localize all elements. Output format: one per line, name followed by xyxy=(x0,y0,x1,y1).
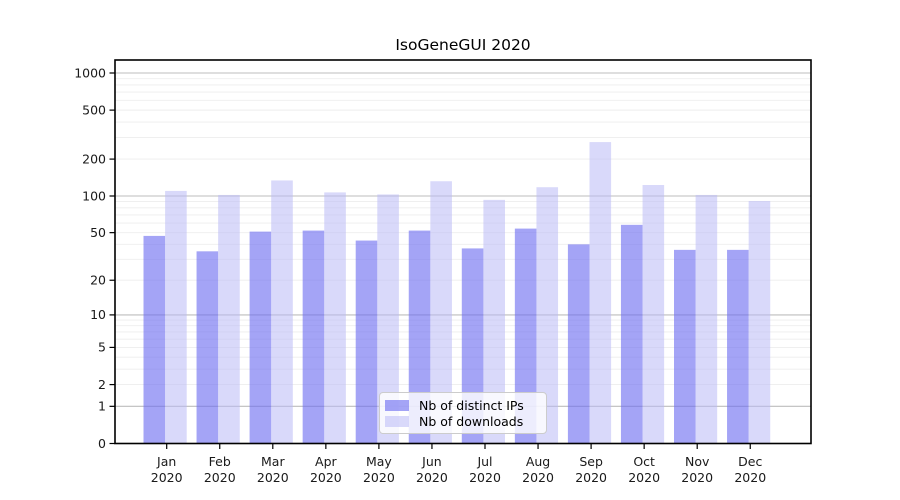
legend-item-distinct-ips: Nb of distinct IPs xyxy=(385,397,540,413)
x-tick-label-month: Jul xyxy=(476,454,492,469)
legend-swatch-downloads xyxy=(385,415,409,427)
y-tick-label: 500 xyxy=(82,102,106,117)
x-tick-label-month: Nov xyxy=(685,454,710,469)
x-tick-label-year: 2020 xyxy=(416,470,448,485)
bar-ips-jun xyxy=(408,230,431,444)
x-tick-label-month: Apr xyxy=(315,454,337,469)
y-tick-label: 50 xyxy=(90,225,106,240)
bar-downloads-mar xyxy=(271,180,293,444)
legend-swatch-distinct-ips xyxy=(385,399,409,411)
x-tick-label-year: 2020 xyxy=(522,470,554,485)
chart-legend: Nb of distinct IPs Nb of downloads xyxy=(379,392,547,434)
x-tick-label-month: Sep xyxy=(579,454,603,469)
y-tick-label: 100 xyxy=(82,188,106,203)
bar-downloads-nov xyxy=(695,194,718,444)
bar-ips-oct xyxy=(620,224,643,444)
x-tick-label-year: 2020 xyxy=(257,470,289,485)
bar-downloads-jun xyxy=(430,181,452,444)
bar-ips-apr xyxy=(302,230,325,444)
x-tick-label-year: 2020 xyxy=(151,470,183,485)
bar-downloads-feb xyxy=(218,194,240,444)
chart-title: IsoGeneGUI 2020 xyxy=(395,36,531,54)
bar-ips-mar xyxy=(249,231,272,444)
x-tick-label-month: Jun xyxy=(421,454,442,469)
bar-ips-aug xyxy=(514,228,537,444)
y-tick-label: 10 xyxy=(90,307,106,322)
y-tick-label: 1 xyxy=(98,399,106,414)
bar-downloads-apr xyxy=(324,192,346,444)
y-tick-label: 1000 xyxy=(74,65,106,80)
x-tick-label-year: 2020 xyxy=(363,470,395,485)
x-tick-label-year: 2020 xyxy=(575,470,607,485)
legend-label-downloads: Nb of downloads xyxy=(419,413,524,429)
bar-downloads-jul xyxy=(483,199,505,444)
bar-ips-may xyxy=(355,240,378,444)
x-tick-label-month: Feb xyxy=(209,454,231,469)
plot-spines xyxy=(114,59,812,445)
y-tick-label: 2 xyxy=(98,377,106,392)
x-tick-label-month: May xyxy=(366,454,392,469)
bar-downloads-aug xyxy=(536,187,559,444)
x-tick-label-month: Oct xyxy=(633,454,655,469)
x-tick-label-month: Mar xyxy=(261,454,285,469)
x-tick-label-year: 2020 xyxy=(734,470,766,485)
x-tick-label-year: 2020 xyxy=(204,470,236,485)
x-tick-label-month: Aug xyxy=(526,454,550,469)
bar-ips-sep xyxy=(567,244,590,444)
bar-downloads-oct xyxy=(642,184,665,444)
bar-downloads-may xyxy=(377,194,399,444)
x-tick-label-year: 2020 xyxy=(681,470,713,485)
legend-item-downloads: Nb of downloads xyxy=(385,413,540,429)
bar-ips-feb xyxy=(196,251,219,444)
bar-ips-dec xyxy=(727,249,749,444)
bar-ips-jan xyxy=(143,235,166,444)
bar-downloads-dec xyxy=(748,201,771,444)
y-tick-label: 20 xyxy=(90,273,106,288)
x-tick-label-month: Jan xyxy=(156,454,176,469)
x-tick-label-month: Dec xyxy=(738,454,762,469)
bar-downloads-jan xyxy=(165,190,187,444)
bar-downloads-sep xyxy=(589,142,612,444)
y-tick-label: 200 xyxy=(82,151,106,166)
x-tick-label-year: 2020 xyxy=(469,470,501,485)
y-tick-label: 5 xyxy=(98,340,106,355)
y-tick-label: 0 xyxy=(98,436,106,451)
bar-ips-nov xyxy=(674,249,696,444)
x-tick-label-year: 2020 xyxy=(628,470,660,485)
x-tick-label-year: 2020 xyxy=(310,470,342,485)
legend-label-distinct-ips: Nb of distinct IPs xyxy=(419,397,524,413)
